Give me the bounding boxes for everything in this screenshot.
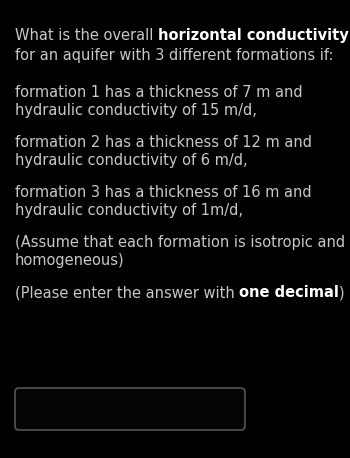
Text: (Please enter the answer with: (Please enter the answer with: [15, 285, 239, 300]
Text: (Assume that each formation is isotropic and: (Assume that each formation is isotropic…: [15, 235, 345, 250]
Text: ): ): [339, 285, 345, 300]
Text: homogeneous): homogeneous): [15, 253, 125, 268]
Text: hydraulic conductivity of 15 m/d,: hydraulic conductivity of 15 m/d,: [15, 103, 257, 118]
Text: What is the overall: What is the overall: [15, 28, 158, 43]
FancyBboxPatch shape: [15, 388, 245, 430]
Text: hydraulic conductivity of 6 m/d,: hydraulic conductivity of 6 m/d,: [15, 153, 248, 168]
Text: hydraulic conductivity of 1m/d,: hydraulic conductivity of 1m/d,: [15, 203, 243, 218]
Text: one decimal: one decimal: [239, 285, 339, 300]
Text: for an aquifer with 3 different formations if:: for an aquifer with 3 different formatio…: [15, 48, 334, 63]
Text: formation 1 has a thickness of 7 m and: formation 1 has a thickness of 7 m and: [15, 85, 303, 100]
Text: formation 2 has a thickness of 12 m and: formation 2 has a thickness of 12 m and: [15, 135, 312, 150]
Text: horizontal conductivity: horizontal conductivity: [158, 28, 349, 43]
Text: formation 3 has a thickness of 16 m and: formation 3 has a thickness of 16 m and: [15, 185, 312, 200]
